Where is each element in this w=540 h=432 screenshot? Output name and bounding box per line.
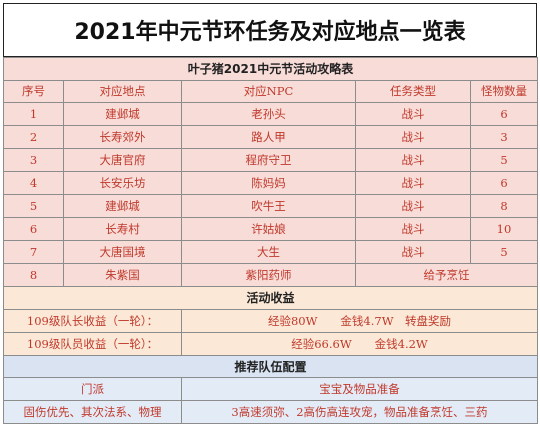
row-type: 战斗 <box>355 217 471 241</box>
column-header: 序号 <box>3 79 64 103</box>
row-number: 7 <box>3 240 64 264</box>
table-row: 2 长寿郊外 路人甲 战斗 3 <box>3 125 538 149</box>
team-column-sect: 门派 <box>3 377 182 401</box>
row-task: 给予烹饪 <box>355 263 538 287</box>
row-npc: 吹牛王 <box>181 194 356 218</box>
row-count: 6 <box>470 102 538 126</box>
strategy-header-row: 叶子猪2021中元节活动攻略表 <box>3 57 538 81</box>
row-count: 6 <box>470 171 538 195</box>
row-count: 3 <box>470 125 538 149</box>
table-row: 3 大唐官府 程府守卫 战斗 5 <box>3 148 538 172</box>
strategy-header: 叶子猪2021中元节活动攻略表 <box>3 57 538 81</box>
row-npc: 路人甲 <box>181 125 356 149</box>
column-header-row: 序号 对应地点 对应NPC 任务类型 怪物数量 <box>3 79 538 103</box>
income-value: 经验80W 金钱4.7W 转盘奖励 <box>181 308 538 333</box>
task-table: 叶子猪2021中元节活动攻略表 序号 对应地点 对应NPC 任务类型 怪物数量 … <box>3 57 538 424</box>
row-type: 战斗 <box>355 148 471 172</box>
row-place: 朱紫国 <box>63 263 182 287</box>
row-number: 1 <box>3 102 64 126</box>
page-title: 2021年中元节环任务及对应地点一览表 <box>3 3 537 57</box>
row-npc: 陈妈妈 <box>181 171 356 195</box>
income-row: 109级队员收益（一轮）： 经验66.6W 金钱4.2W <box>3 331 538 356</box>
team-column-prep: 宝宝及物品准备 <box>181 377 538 401</box>
income-header-row: 活动收益 <box>3 286 538 310</box>
row-number: 2 <box>3 125 64 149</box>
row-type: 战斗 <box>355 102 471 126</box>
row-number: 6 <box>3 217 64 241</box>
team-sect: 固伤优先、其次法系、物理 <box>3 400 182 424</box>
row-place: 长寿郊外 <box>63 125 182 149</box>
row-count: 10 <box>470 217 538 241</box>
column-header: 怪物数量 <box>470 79 538 103</box>
table-row: 5 建邺城 吹牛王 战斗 8 <box>3 194 538 218</box>
team-prep: 3高速须弥、2高伤高连攻宠，物品准备烹饪、三药 <box>181 400 538 424</box>
team-header: 推荐队伍配置 <box>3 354 538 378</box>
row-number: 8 <box>3 263 64 287</box>
income-header: 活动收益 <box>3 286 538 310</box>
row-number: 5 <box>3 194 64 218</box>
row-count: 5 <box>470 148 538 172</box>
team-column-row: 门派 宝宝及物品准备 <box>3 377 538 401</box>
row-npc: 老孙头 <box>181 102 356 126</box>
table-row: 4 长安乐坊 陈妈妈 战斗 6 <box>3 171 538 195</box>
row-place: 长安乐坊 <box>63 171 182 195</box>
row-place: 大唐国境 <box>63 240 182 264</box>
table-row: 7 大唐国境 大生 战斗 5 <box>3 240 538 264</box>
row-count: 8 <box>470 194 538 218</box>
row-number: 4 <box>3 171 64 195</box>
row-count: 5 <box>470 240 538 264</box>
row-type: 战斗 <box>355 125 471 149</box>
income-label: 109级队长收益（一轮）： <box>3 308 182 333</box>
row-npc: 大生 <box>181 240 356 264</box>
row-type: 战斗 <box>355 194 471 218</box>
row-npc: 程府守卫 <box>181 148 356 172</box>
row-npc: 紫阳药师 <box>181 263 356 287</box>
row-npc: 许姑娘 <box>181 217 356 241</box>
row-place: 大唐官府 <box>63 148 182 172</box>
row-place: 建邺城 <box>63 194 182 218</box>
spreadsheet: 2021年中元节环任务及对应地点一览表 叶子猪2021中元节活动攻略表 序号 对… <box>3 0 538 430</box>
team-header-row: 推荐队伍配置 <box>3 354 538 378</box>
table-row: 8 朱紫国 紫阳药师 给予烹饪 <box>3 263 538 287</box>
income-value: 经验66.6W 金钱4.2W <box>181 331 538 356</box>
row-place: 建邺城 <box>63 102 182 126</box>
income-row: 109级队长收益（一轮）： 经验80W 金钱4.7W 转盘奖励 <box>3 308 538 333</box>
table-row: 1 建邺城 老孙头 战斗 6 <box>3 102 538 126</box>
row-place: 长寿村 <box>63 217 182 241</box>
team-row: 固伤优先、其次法系、物理 3高速须弥、2高伤高连攻宠，物品准备烹饪、三药 <box>3 400 538 424</box>
row-type: 战斗 <box>355 171 471 195</box>
column-header: 对应地点 <box>63 79 182 103</box>
income-label: 109级队员收益（一轮）： <box>3 331 182 356</box>
column-header: 任务类型 <box>355 79 471 103</box>
row-number: 3 <box>3 148 64 172</box>
column-header: 对应NPC <box>181 79 356 103</box>
table-row: 6 长寿村 许姑娘 战斗 10 <box>3 217 538 241</box>
row-type: 战斗 <box>355 240 471 264</box>
